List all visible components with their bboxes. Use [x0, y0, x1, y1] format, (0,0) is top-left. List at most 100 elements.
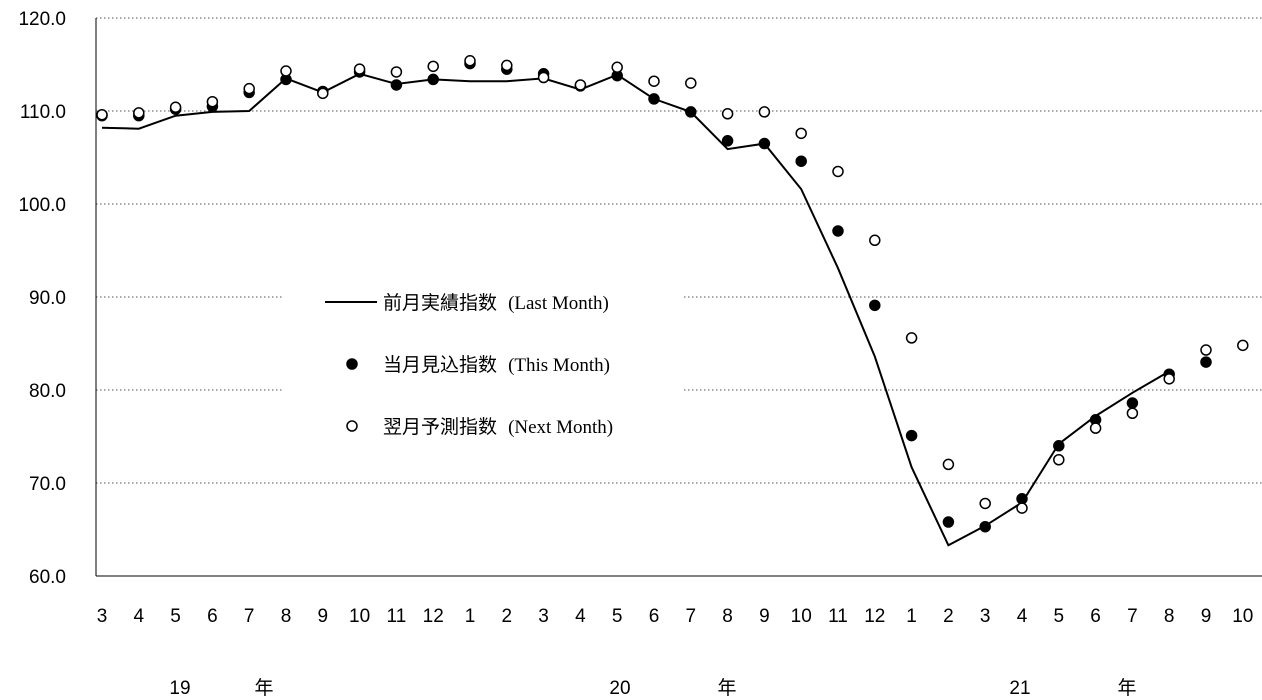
next-month-point-23	[942, 458, 955, 471]
x-tick-label-0: 3	[97, 606, 108, 627]
x-tick-label-23: 2	[943, 606, 954, 627]
next-month-point-28	[1126, 407, 1139, 419]
y-tick-label-100.0: 100.0	[18, 195, 66, 216]
this-month-point-18	[758, 137, 771, 150]
axes	[95, 18, 1262, 577]
this-month-point-25	[1016, 493, 1028, 505]
x-tick-label-7: 10	[349, 606, 370, 627]
x-tick-label-27: 6	[1090, 606, 1101, 627]
x-tick-label-26: 5	[1054, 606, 1065, 627]
y-tick-label-110.0: 110.0	[20, 102, 66, 123]
x-tick-label-22: 1	[906, 606, 917, 627]
legend-label-last-month-en: (Last Month)	[508, 293, 609, 314]
x-tick-label-13: 4	[575, 606, 586, 627]
next-month-point-25	[1016, 502, 1028, 514]
y-tick-label-60.0: 60.0	[29, 567, 66, 588]
x-tick-labels: 3 4 5 6 7 8 9 10 11 12 1 2 3 4 5 6 7 8 9 10 11 12 1 2 3 4 5 6 7 8 9 10	[97, 606, 1254, 627]
legend: 前月実績指数 (Last Month) 当月見込指数 (This Month) …	[283, 278, 683, 448]
x-tick-label-3: 6	[207, 606, 218, 627]
x-tick-label-4: 7	[244, 606, 255, 627]
next-month-point-9	[427, 60, 439, 73]
this-month-point-20	[832, 225, 844, 237]
this-month-point-17	[721, 135, 734, 147]
next-month-point-3	[206, 95, 219, 108]
y-tick-labels: 60.0 70.0 80.0 90.0 100.0 110.0 120.0	[18, 9, 66, 588]
next-month-point-26	[1053, 454, 1065, 466]
year-unit-21: 年	[1117, 677, 1136, 699]
this-month-point-30	[1200, 356, 1212, 368]
next-month-point-4	[243, 82, 255, 95]
this-month-point-15	[648, 93, 660, 105]
next-month-point-21	[869, 234, 881, 247]
next-month-point-6	[317, 87, 329, 100]
legend-label-next-month: 翌月予測指数 (Next Month)	[383, 416, 613, 438]
next-month-point-14	[611, 61, 623, 74]
legend-label-last-month: 前月実績指数 (Last Month)	[383, 292, 609, 314]
legend-label-next-month-en: (Next Month)	[508, 417, 613, 438]
y-tick-label-90.0: 90.0	[29, 288, 66, 309]
x-tick-label-1: 4	[134, 606, 145, 627]
x-tick-label-18: 9	[759, 606, 770, 627]
x-tick-label-20: 11	[828, 606, 848, 627]
next-month-point-20	[832, 165, 844, 178]
x-tick-label-6: 9	[318, 606, 329, 627]
x-tick-label-8: 11	[387, 606, 407, 627]
year-label-20: 20	[609, 678, 630, 699]
this-month-point-23	[942, 516, 955, 528]
next-month-point-10	[464, 55, 476, 67]
next-month-point-30	[1200, 344, 1212, 356]
year-label-19: 19	[169, 678, 190, 699]
next-month-point-2	[169, 101, 182, 114]
next-month-point-0	[96, 108, 108, 121]
legend-label-this-month: 当月見込指数 (This Month)	[383, 354, 610, 376]
legend-open-circle-swatch	[346, 420, 358, 432]
y-tick-label-120.0: 120.0	[18, 9, 66, 30]
x-tick-label-29: 8	[1164, 606, 1175, 627]
x-tick-label-12: 3	[538, 606, 549, 627]
x-tick-label-21: 12	[864, 606, 885, 627]
legend-label-next-month-jp: 翌月予測指数	[383, 416, 497, 438]
year-label-21: 21	[1009, 678, 1030, 699]
next-month-point-7	[353, 63, 366, 75]
x-tick-label-31: 10	[1232, 606, 1253, 627]
this-month-point-21	[869, 299, 881, 312]
next-month-point-17	[721, 108, 734, 120]
legend-label-this-month-en: (This Month)	[508, 355, 610, 376]
x-tick-label-25: 4	[1017, 606, 1028, 627]
series-lines	[101, 72, 1170, 547]
this-month-point-24	[979, 520, 991, 533]
x-tick-label-15: 6	[649, 606, 660, 627]
next-month-point-16	[685, 77, 697, 89]
next-month-point-12	[537, 71, 550, 84]
x-tick-label-5: 8	[281, 606, 292, 627]
year-labels: 19 年 20 年 21 年	[169, 677, 1136, 699]
legend-filled-circle-swatch	[346, 358, 358, 370]
x-tick-label-17: 8	[722, 606, 733, 627]
x-tick-label-9: 12	[423, 606, 444, 627]
this-month-point-22	[905, 429, 918, 442]
this-month-point-16	[685, 106, 697, 118]
next-month-point-31	[1237, 339, 1249, 352]
y-tick-label-80.0: 80.0	[29, 381, 66, 402]
x-tick-label-19: 10	[791, 606, 812, 627]
legend-label-this-month-jp: 当月見込指数	[383, 354, 497, 376]
this-month-point-28	[1126, 397, 1139, 409]
this-month-point-8	[390, 79, 403, 91]
year-unit-20: 年	[717, 677, 736, 699]
next-month-point-24	[979, 497, 991, 510]
x-tick-label-11: 2	[502, 606, 513, 627]
x-tick-label-16: 7	[686, 606, 697, 627]
this-month-point-9	[427, 73, 439, 86]
next-month-point-27	[1089, 422, 1102, 434]
next-month-point-13	[574, 79, 587, 91]
this-month-point-26	[1053, 440, 1065, 452]
next-month-point-15	[648, 75, 660, 87]
next-month-point-8	[390, 66, 403, 78]
next-month-point-1	[133, 107, 145, 119]
next-month-point-19	[795, 127, 807, 140]
x-tick-label-14: 5	[612, 606, 623, 627]
next-month-point-29	[1163, 373, 1175, 385]
next-month-point-18	[758, 106, 771, 118]
series-line-last-month	[101, 72, 1170, 547]
